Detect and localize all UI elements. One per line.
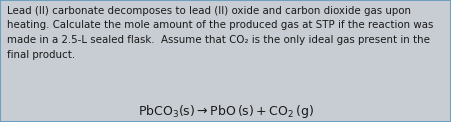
Text: made in a 2.5-L sealed flask.  Assume that CO₂ is the only ideal gas present in : made in a 2.5-L sealed flask. Assume tha…	[7, 35, 430, 45]
Text: heating. Calculate the mole amount of the produced gas at STP if the reaction wa: heating. Calculate the mole amount of th…	[7, 20, 433, 30]
Text: Lead (II) carbonate decomposes to lead (II) oxide and carbon dioxide gas upon: Lead (II) carbonate decomposes to lead (…	[7, 6, 411, 16]
Text: final product.: final product.	[7, 50, 75, 60]
Text: $\mathrm{PbCO_3(s) \rightarrow PbO\,(s) + CO_2\,(g)}$: $\mathrm{PbCO_3(s) \rightarrow PbO\,(s) …	[138, 103, 313, 120]
